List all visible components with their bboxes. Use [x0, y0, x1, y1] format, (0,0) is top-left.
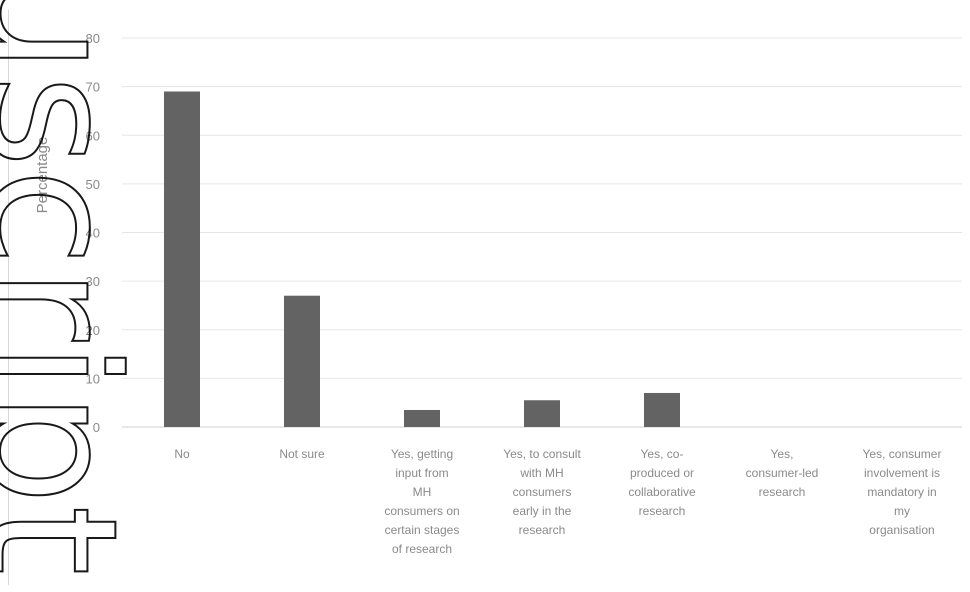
bar: [164, 91, 200, 428]
left-border-line: [8, 10, 9, 585]
y-tick-label: 50: [86, 177, 100, 192]
y-tick-label: 80: [86, 31, 100, 46]
y-tick-label: 0: [93, 420, 100, 435]
bar: [404, 409, 440, 427]
x-category-label: No: [174, 447, 190, 461]
y-axis-label: Percentage: [34, 137, 51, 214]
y-tick-label: 10: [86, 371, 100, 386]
x-category-label: Not sure: [279, 447, 325, 461]
y-tick-label: 20: [86, 323, 100, 338]
y-tick-label: 40: [86, 226, 100, 241]
x-category-label: Yes, co-produced or collaborative research: [628, 447, 696, 518]
y-tick-label: 60: [86, 128, 100, 143]
x-category-label: Yes, consumer involvement is mandatory in m…: [863, 447, 942, 537]
y-axis-ticks: 0 10 20 30 40 50 60 70 80: [86, 31, 100, 435]
bars: [164, 91, 680, 428]
x-category-label: Yes, consumer-led research: [746, 447, 819, 499]
gridlines: [122, 37, 962, 428]
y-tick-label: 30: [86, 274, 100, 289]
x-category-label: Yes, getting input from MH consumers on cert…: [384, 447, 459, 556]
y-tick-label: 70: [86, 80, 100, 95]
bar: [284, 295, 320, 427]
x-category-label: Yes, to consult with MH consumers early in …: [503, 447, 581, 537]
bar: [524, 400, 560, 427]
x-axis-labels: No Not sure Yes, getting input from MH consum…: [174, 447, 941, 556]
bar: [644, 392, 680, 427]
